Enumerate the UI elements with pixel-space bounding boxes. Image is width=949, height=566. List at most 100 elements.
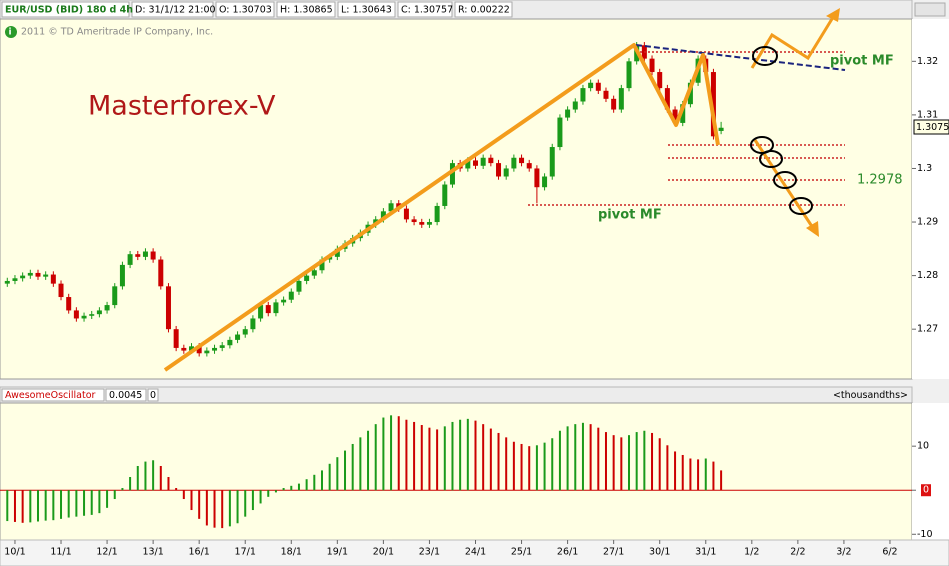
x-tick-label: 23/1 — [419, 547, 440, 558]
oscillator-bar — [297, 483, 300, 491]
x-tick-label: 20/1 — [373, 547, 394, 558]
oscillator-bar — [21, 490, 24, 523]
oscillator-bar — [512, 441, 515, 491]
x-tick-label: 19/1 — [327, 547, 348, 558]
candle-body — [542, 176, 548, 188]
date-axis — [0, 539, 949, 566]
candle-body — [718, 127, 724, 131]
candle-body — [142, 251, 148, 257]
x-tick-label: 31/1 — [695, 547, 716, 558]
candle-body — [43, 274, 49, 277]
candle-body — [380, 211, 386, 220]
oscillator-bar — [581, 422, 584, 491]
oscillator-bar — [635, 432, 638, 491]
x-tick-label: 30/1 — [649, 547, 670, 558]
oscillator-axis — [912, 403, 949, 540]
x-tick-label: 13/1 — [142, 547, 163, 558]
oscillator-bar — [67, 490, 70, 518]
oscillator-bar — [543, 442, 546, 491]
x-tick-label: 27/1 — [603, 547, 624, 558]
candle-body — [89, 314, 95, 316]
y-tick-label: 0 — [923, 485, 929, 496]
field-box — [1, 1, 130, 18]
oscillator-bar — [159, 465, 162, 491]
oscillator-bar — [489, 428, 492, 491]
oscillator-panel — [0, 402, 913, 541]
info-icon[interactable] — [5, 26, 17, 38]
panel-button[interactable] — [914, 2, 946, 17]
oscillator-bar — [213, 490, 216, 528]
oscillator-bar — [29, 490, 32, 523]
oscillator-bar — [106, 490, 109, 508]
y-tick-label: 1.27 — [917, 324, 938, 335]
oscillator-bar — [75, 490, 78, 517]
oscillator-bar — [482, 424, 485, 491]
candle-body — [196, 346, 202, 354]
candle-body — [603, 90, 609, 99]
candle-body — [618, 88, 624, 110]
candle-body — [158, 259, 164, 287]
oscillator-bar — [474, 420, 477, 491]
oscillator-bar — [397, 416, 400, 491]
oscillator-bar — [44, 490, 47, 521]
oscillator-bar — [6, 490, 9, 522]
candle-body — [311, 270, 317, 276]
circle-mark — [773, 171, 797, 189]
oscillator-bar — [712, 461, 715, 491]
oscillator-bar — [359, 437, 362, 491]
oscillator-bar — [428, 427, 431, 491]
oscillator-unit: <thousandths> — [833, 390, 908, 401]
oscillator-bar — [336, 457, 339, 491]
y-tick-label: -10 — [917, 529, 933, 540]
circle-mark — [750, 136, 774, 154]
oscillator-bar — [351, 443, 354, 491]
candle-body — [296, 280, 302, 292]
candle-body — [119, 264, 125, 287]
oscillator-bar — [643, 430, 646, 491]
candle-body — [488, 157, 494, 164]
oscillator-bar — [36, 490, 39, 522]
pivot-label: pivot MF — [830, 54, 894, 69]
x-tick-label: 24/1 — [465, 547, 486, 558]
field-box — [131, 1, 214, 18]
oscillator-bar — [198, 490, 201, 519]
oscillator-bar — [443, 426, 446, 491]
oscillator-bar — [697, 459, 700, 491]
candle-body — [304, 275, 310, 281]
oscillator-bar — [121, 488, 124, 491]
candle-body — [557, 117, 563, 148]
oscillator-title[interactable]: AwesomeOscillator — [5, 390, 96, 401]
candle-body — [265, 305, 271, 314]
info-icon-glyph: i — [9, 28, 12, 38]
candle-body — [580, 88, 586, 102]
oscillator-bar — [367, 430, 370, 491]
last-price-box — [913, 119, 949, 135]
oscillator-bar — [413, 421, 416, 491]
x-tick-label: 18/1 — [281, 547, 302, 558]
symbol[interactable]: EUR/USD (BID) 180 d 4h — [5, 5, 133, 16]
oscillator-bar — [228, 490, 231, 527]
oscillator-bar — [320, 470, 323, 491]
candle-body — [135, 254, 141, 257]
circle-mark — [789, 197, 813, 215]
candle-body — [388, 203, 394, 212]
field-box — [397, 1, 453, 18]
arrow-head — [826, 8, 840, 22]
oscillator-bar — [612, 435, 615, 491]
candle-body — [442, 184, 448, 206]
x-tick-label: 2/2 — [790, 547, 805, 558]
candle-body — [235, 334, 241, 340]
oscillator-bar — [497, 432, 500, 491]
oscillator-bar — [83, 490, 86, 516]
oscillator-bar — [244, 490, 247, 517]
candle-body — [127, 254, 133, 265]
candle-body — [204, 350, 210, 354]
oscillator-bar — [459, 419, 462, 491]
last-price: 1.3075 — [916, 122, 949, 133]
candle-body — [112, 286, 118, 306]
candle-body — [526, 163, 532, 169]
oscillator-bar — [466, 418, 469, 491]
circle-mark — [759, 150, 783, 168]
pivot-label: pivot MF — [598, 208, 662, 223]
candle-body — [165, 286, 171, 330]
